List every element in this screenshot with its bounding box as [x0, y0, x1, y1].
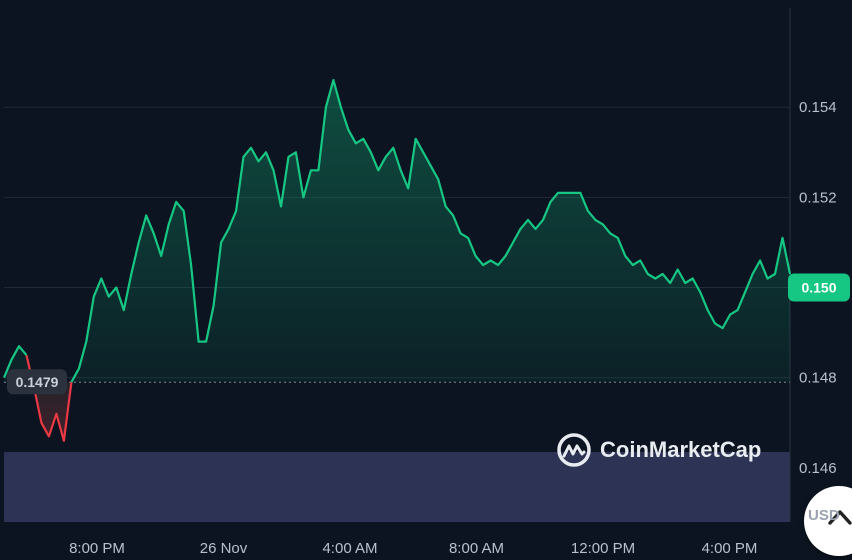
- x-tick-label: 12:00 PM: [571, 540, 635, 557]
- x-axis: 8:00 PM 26 Nov 4:00 AM 8:00 AM 12:00 PM 4:00 …: [69, 540, 757, 557]
- price-area-fill: [4, 80, 790, 441]
- watermark: CoinMarketCap: [556, 432, 761, 468]
- price-area-below-baseline: [26, 355, 72, 441]
- watermark-text: CoinMarketCap: [600, 437, 762, 462]
- currency-label: USD: [808, 507, 840, 524]
- y-tick-label: 0.146: [799, 460, 837, 477]
- baseline-badge: 0.1479: [7, 369, 67, 395]
- scroll-up-button[interactable]: [804, 486, 852, 556]
- volume-area: [4, 452, 790, 522]
- y-tick-label: 0.154: [799, 99, 837, 116]
- current-price-badge: 0.150: [788, 273, 850, 302]
- chevron-up-icon: [828, 510, 852, 525]
- coinmarketcap-logo-icon: [557, 433, 591, 467]
- y-tick-label: 0.148: [799, 370, 837, 387]
- price-line-up: [2, 79, 792, 383]
- x-tick-label: 8:00 PM: [69, 540, 125, 557]
- x-tick-label: 4:00 PM: [702, 540, 758, 557]
- current-price-label: 0.150: [801, 280, 836, 296]
- baseline-label: 0.1479: [16, 374, 59, 390]
- x-tick-label: 26 Nov: [200, 540, 248, 557]
- x-tick-label: 8:00 AM: [449, 540, 504, 557]
- x-tick-label: 4:00 AM: [322, 540, 377, 557]
- y-tick-label: 0.152: [799, 189, 837, 206]
